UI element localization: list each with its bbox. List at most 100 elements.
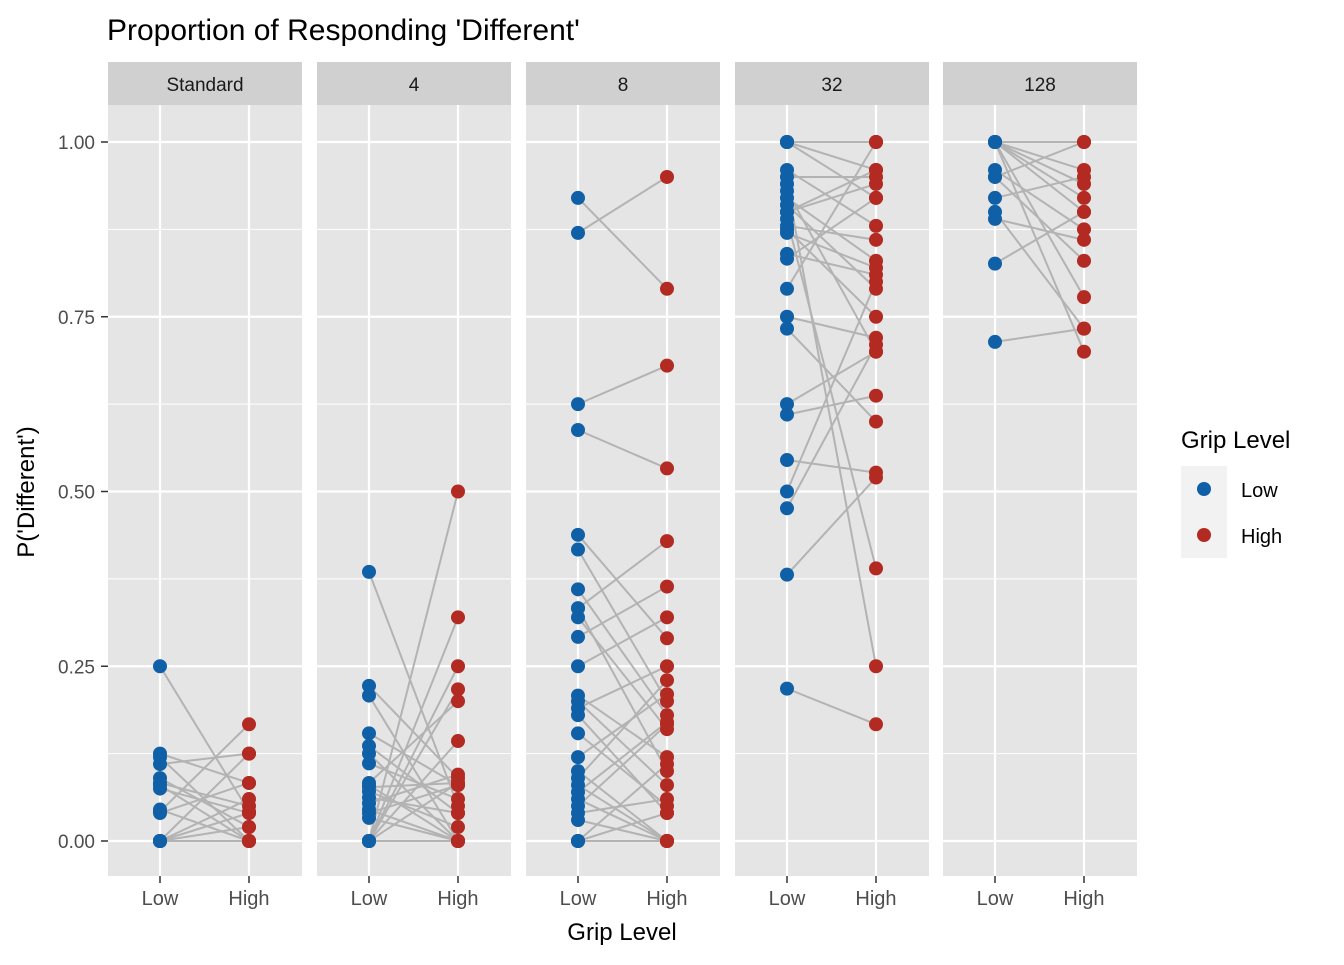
point-low <box>571 726 585 741</box>
point-high <box>869 659 883 674</box>
point-low <box>780 484 794 499</box>
pair-connector-line <box>786 218 877 569</box>
pair-connector-line <box>577 364 668 406</box>
x-tick-label: Low <box>351 888 388 910</box>
chart-title: Proportion of Responding 'Different' <box>107 14 580 47</box>
legend: Grip Level Low High <box>1181 427 1290 558</box>
point-low <box>571 750 585 765</box>
point-high <box>1077 290 1091 305</box>
point-high <box>1077 190 1091 205</box>
point-high <box>451 806 465 821</box>
point-low <box>780 681 794 696</box>
point-high <box>1077 344 1091 359</box>
point-high <box>869 162 883 177</box>
point-high <box>869 218 883 233</box>
pair-connector-line <box>368 740 459 842</box>
point-high <box>869 717 883 732</box>
point-low <box>153 834 167 848</box>
pair-connector-line <box>368 816 459 842</box>
point-high <box>660 534 674 549</box>
facet-strip-label: 128 <box>1024 75 1056 96</box>
point-high <box>242 717 256 732</box>
pair-connector-line <box>577 616 668 730</box>
pair-connector-line <box>577 784 668 842</box>
point-high <box>451 834 465 848</box>
point-low <box>362 834 376 848</box>
legend-dot-high <box>1197 528 1211 542</box>
y-tick-label: 0.00 <box>58 832 95 853</box>
pair-connector-line <box>786 687 877 726</box>
pair-connector-line <box>577 819 668 842</box>
point-high <box>660 687 674 702</box>
point-high <box>660 806 674 821</box>
point-low <box>988 211 1002 226</box>
point-low <box>988 334 1002 349</box>
pair-connector-line <box>786 183 877 667</box>
point-low <box>780 204 794 219</box>
point-low <box>362 564 376 579</box>
pair-connector-line <box>994 175 1085 199</box>
facet-strip-label: Standard <box>166 75 243 96</box>
point-high <box>451 610 465 625</box>
point-high <box>869 414 883 429</box>
pair-connector-line <box>159 723 250 813</box>
x-tick-label: Low <box>142 888 179 910</box>
pair-connector-line <box>577 693 668 758</box>
point-high <box>451 694 465 709</box>
pair-connector-line <box>368 773 459 805</box>
y-tick-label: 0.75 <box>58 308 95 329</box>
pair-connector-line <box>786 231 877 269</box>
legend-label-low: Low <box>1241 480 1278 502</box>
point-low <box>571 813 585 828</box>
pair-connector-line <box>159 784 250 842</box>
point-high <box>451 792 465 807</box>
pair-connector-line <box>368 745 459 814</box>
point-high <box>660 778 674 793</box>
y-axis-ticks: 0.00 0.25 0.50 0.75 1.00 <box>58 133 108 853</box>
point-low <box>780 321 794 336</box>
point-low <box>988 256 1002 271</box>
point-high <box>869 135 883 149</box>
pair-connector-line <box>577 585 668 638</box>
pair-connector-line <box>577 665 668 710</box>
y-tick-label: 0.50 <box>58 483 95 504</box>
pair-connector-line <box>368 616 459 842</box>
pair-connector-line <box>786 182 877 213</box>
pair-connector-line <box>577 429 668 470</box>
point-high <box>451 820 465 835</box>
x-tick-label: High <box>437 888 478 910</box>
pair-connector-line <box>368 796 459 815</box>
point-high <box>242 820 256 835</box>
pair-connector-line <box>577 700 668 786</box>
point-high <box>1077 222 1091 237</box>
x-tick-label: High <box>228 888 269 910</box>
pair-connector-line <box>159 798 250 842</box>
point-low <box>362 810 376 825</box>
point-low <box>571 708 585 723</box>
point-high <box>660 631 674 646</box>
pair-connector-line <box>577 549 668 702</box>
point-high <box>451 734 465 749</box>
pair-connector-line <box>368 732 459 786</box>
pair-connector-line <box>786 252 877 276</box>
point-low <box>780 309 794 324</box>
point-high <box>869 274 883 289</box>
pair-connector-line <box>786 197 877 260</box>
point-high <box>660 792 674 807</box>
point-low <box>780 501 794 516</box>
pair-connector-line <box>577 763 668 842</box>
pair-connector-line <box>786 327 877 423</box>
pair-connector-line <box>786 281 877 492</box>
point-high <box>1077 169 1091 184</box>
x-tick-label: High <box>1063 888 1104 910</box>
point-low <box>571 225 585 240</box>
point-low <box>571 834 585 848</box>
pair-connector-line <box>368 695 459 842</box>
pair-connector-line <box>368 571 459 807</box>
facet-panel-128: 128 Low High <box>943 62 1137 910</box>
x-axis-label: Grip Level <box>567 919 676 946</box>
point-high <box>869 470 883 485</box>
pair-connector-line <box>786 459 877 474</box>
point-low <box>780 407 794 422</box>
